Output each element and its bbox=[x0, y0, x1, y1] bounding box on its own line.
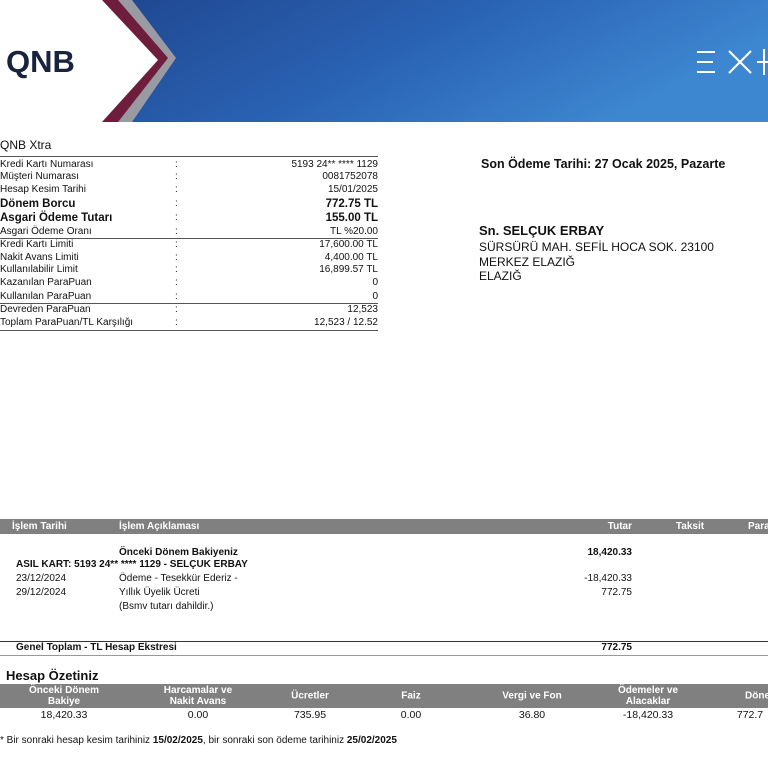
info-separator: : bbox=[175, 239, 178, 250]
due-date: Son Ödeme Tarihi: 27 Ocak 2025, Pazarte bbox=[481, 157, 726, 171]
summary-value: 772.7 bbox=[736, 709, 764, 721]
tx-date: 23/12/2024 bbox=[16, 573, 67, 584]
info-value: TL %20.00 bbox=[330, 226, 378, 237]
tx-amount: -18,420.33 bbox=[584, 573, 632, 584]
info-separator: : bbox=[175, 184, 178, 195]
footnote-part: 25/02/2025 bbox=[346, 735, 397, 746]
info-label: Nakit Avans Limiti bbox=[0, 252, 79, 263]
info-value: 5193 24** **** 1129 bbox=[291, 159, 378, 170]
customer-address: SÜRSÜRÜ MAH. SEFİL HOCA SOK. 23100 bbox=[479, 240, 714, 254]
info-value: 12,523 / 12.52 bbox=[314, 317, 378, 328]
summary-header: Vergi ve Fon bbox=[502, 690, 562, 702]
info-value: 155.00 TL bbox=[325, 212, 378, 224]
customer-address: MERKEZ ELAZIĞ bbox=[479, 254, 576, 269]
column-header: Para bbox=[748, 521, 768, 532]
product-name: QNB Xtra bbox=[0, 138, 52, 152]
summary-value: 0.00 bbox=[187, 709, 209, 721]
summary-value: 0.00 bbox=[400, 709, 422, 721]
rule bbox=[0, 330, 378, 331]
info-separator: : bbox=[175, 304, 178, 315]
info-separator: : bbox=[175, 317, 178, 328]
rule bbox=[0, 641, 768, 642]
column-header: İşlem Tarihi bbox=[12, 521, 67, 532]
info-separator: : bbox=[175, 171, 178, 182]
logo-text: QNB bbox=[6, 44, 75, 79]
info-label: Asgari Ödeme Oranı bbox=[0, 226, 92, 237]
info-separator: : bbox=[175, 198, 178, 209]
info-label: Asgari Ödeme Tutarı bbox=[0, 212, 113, 224]
footnote-part: , bir sonraki son ödeme tarihiniz bbox=[202, 735, 347, 746]
tx-description: Önceki Dönem Bakiyeniz bbox=[119, 547, 238, 558]
info-label: Kullanılan ParaPuan bbox=[0, 291, 92, 302]
summary-header: Ücretler bbox=[291, 690, 329, 702]
info-value: 12,523 bbox=[347, 304, 378, 315]
info-value: 0 bbox=[372, 277, 378, 288]
summary-header: Faiz bbox=[401, 690, 421, 702]
summary-value: 735.95 bbox=[293, 709, 327, 721]
rule bbox=[0, 156, 378, 157]
summary-value: 36.80 bbox=[518, 709, 546, 721]
info-value: 15/01/2025 bbox=[327, 184, 378, 195]
customer-address: ELAZIĞ bbox=[479, 269, 522, 283]
tx-description: (Bsmv tutarı dahildir.) bbox=[119, 601, 214, 612]
summary-header: Önceki Dönem Bakiye bbox=[28, 685, 100, 707]
column-header: Taksit bbox=[675, 521, 705, 532]
info-label: Kredi Kartı Numarası bbox=[0, 159, 94, 170]
card-line: ASIL KART: 5193 24** **** 1129 - SELÇUK … bbox=[16, 559, 248, 570]
total-amount: 772.75 bbox=[601, 642, 632, 653]
summary-header: Harcamalar ve Nakit Avans bbox=[163, 685, 233, 707]
info-value: 0081752078 bbox=[322, 171, 378, 182]
info-label: Müşteri Numarası bbox=[0, 171, 79, 182]
summary-title: Hesap Özetiniz bbox=[6, 668, 99, 683]
footnote-part: * Bir sonraki hesap kesim tarihiniz bbox=[0, 735, 153, 746]
footnote-part: 15/02/2025 bbox=[152, 735, 203, 746]
info-separator: : bbox=[175, 252, 178, 263]
info-label: Kredi Kartı Limiti bbox=[0, 239, 74, 250]
info-separator: : bbox=[175, 264, 178, 275]
column-header: Tutar bbox=[607, 521, 632, 532]
customer-name: Sn. SELÇUK ERBAY bbox=[479, 223, 605, 238]
info-label: Devreden ParaPuan bbox=[0, 304, 91, 315]
summary-value: 18,420.33 bbox=[40, 709, 88, 721]
info-separator: : bbox=[175, 277, 178, 288]
summary-value: -18,420.33 bbox=[622, 709, 674, 721]
summary-header: Ödemeler ve Alacaklar bbox=[617, 685, 679, 707]
info-value: 16,899.57 TL bbox=[319, 264, 378, 275]
info-label: Toplam ParaPuan/TL Karşılığı bbox=[0, 317, 134, 328]
info-separator: : bbox=[175, 226, 178, 237]
info-label: Kazanılan ParaPuan bbox=[0, 277, 92, 288]
info-label: Hesap Kesim Tarihi bbox=[0, 184, 86, 195]
info-value: 17,600.00 TL bbox=[319, 239, 378, 250]
info-separator: : bbox=[175, 212, 178, 223]
tx-amount: 772.75 bbox=[601, 587, 632, 598]
info-value: 0 bbox=[372, 291, 378, 302]
tx-amount: 18,420.33 bbox=[587, 547, 633, 558]
summary-header: Dönem bbox=[745, 690, 768, 702]
info-value: 4,400.00 TL bbox=[324, 252, 378, 263]
info-separator: : bbox=[175, 159, 178, 170]
summary-header-bar bbox=[0, 684, 768, 708]
extra-logo bbox=[697, 49, 768, 75]
table-header-bar bbox=[0, 519, 768, 534]
info-value: 772.75 TL bbox=[325, 198, 378, 210]
tx-description: Ödeme - Tesekkür Ederiz - bbox=[119, 573, 238, 584]
info-label: Kullanılabilir Limit bbox=[0, 264, 78, 275]
column-header: İşlem Açıklaması bbox=[119, 521, 200, 532]
rule bbox=[0, 303, 378, 304]
rule bbox=[0, 655, 768, 656]
banner-white bbox=[0, 0, 158, 122]
rule bbox=[0, 238, 378, 239]
tx-description: Yıllık Üyelik Ücreti bbox=[119, 587, 200, 598]
total-label: Genel Toplam - TL Hesap Ekstresi bbox=[16, 642, 177, 653]
header-banner bbox=[0, 0, 768, 122]
footnote: * Bir sonraki hesap kesim tarihiniz 15/0… bbox=[0, 735, 397, 747]
info-label: Dönem Borcu bbox=[0, 198, 76, 210]
tx-date: 29/12/2024 bbox=[16, 587, 67, 598]
info-separator: : bbox=[175, 291, 178, 302]
